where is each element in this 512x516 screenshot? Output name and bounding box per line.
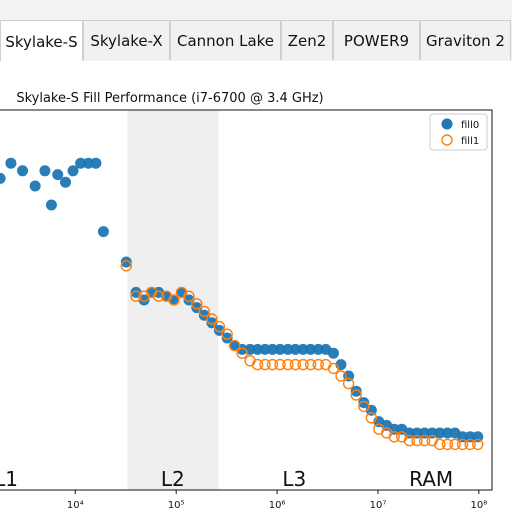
x-tick-label: 10⁸ — [470, 500, 487, 511]
legend-label-fill1: fill1 — [461, 136, 479, 147]
tab-skylake-x[interactable]: Skylake-X — [83, 20, 170, 60]
point-fill0 — [97, 226, 109, 238]
point-fill1 — [282, 358, 294, 371]
point-fill1 — [297, 358, 309, 371]
point-fill1 — [130, 290, 142, 302]
point-fill1 — [251, 358, 264, 371]
point-fill0 — [45, 199, 57, 211]
point-fill1 — [259, 358, 271, 371]
point-fill0 — [327, 347, 339, 359]
region-label-ram: RAM — [409, 467, 453, 491]
fill-performance-chart: Skylake-S Fill Performance (i7-6700 @ 3.… — [0, 91, 493, 511]
point-fill1 — [152, 290, 165, 302]
point-fill1 — [312, 358, 324, 371]
point-fill1 — [456, 438, 469, 451]
tab-zen2[interactable]: Zen2 — [281, 20, 333, 60]
point-fill1 — [168, 294, 180, 306]
point-fill1 — [183, 290, 195, 302]
data-points — [0, 157, 484, 451]
point-fill0 — [252, 343, 264, 355]
point-fill0 — [358, 397, 370, 409]
point-fill0 — [5, 157, 17, 169]
point-fill1 — [472, 438, 484, 451]
point-fill1 — [342, 377, 355, 390]
point-fill1 — [221, 328, 233, 340]
point-fill0 — [434, 427, 446, 439]
point-fill0 — [282, 343, 294, 355]
point-fill0 — [67, 165, 79, 177]
point-fill0 — [350, 385, 362, 397]
point-fill1 — [304, 358, 317, 371]
legend-label-fill0: fill0 — [461, 120, 479, 131]
point-fill1 — [120, 260, 132, 272]
region-label-l2: L2 — [161, 467, 185, 491]
point-fill1 — [350, 389, 362, 401]
point-fill1 — [335, 370, 347, 382]
tab-content-panel: Skylake-S Fill Performance (i7-6700 @ 3.… — [0, 61, 512, 512]
region-labels: L1 L2 L3 RAM — [0, 467, 453, 491]
point-fill1 — [358, 400, 370, 413]
point-fill1 — [236, 347, 248, 359]
tab-bar: Skylake-S Skylake-X Cannon Lake Zen2 POW… — [0, 0, 512, 62]
point-fill1 — [403, 434, 416, 447]
point-fill0 — [52, 169, 64, 181]
point-fill0 — [120, 256, 132, 268]
point-fill1 — [411, 434, 423, 447]
point-fill1 — [198, 305, 211, 318]
point-fill1 — [213, 320, 226, 333]
x-tick-label: 10⁷ — [370, 500, 387, 511]
legend: fill0 fill1 — [429, 113, 488, 151]
point-fill1 — [434, 438, 446, 451]
tab-graviton-2[interactable]: Graviton 2 — [420, 20, 511, 60]
plot-frame — [0, 109, 493, 491]
point-fill0 — [90, 157, 102, 169]
x-axis-ticks: 10³10⁴10⁵10⁶10⁷10⁸ — [67, 490, 487, 511]
region-label-l3: L3 — [282, 467, 306, 491]
point-fill1 — [464, 438, 476, 451]
point-fill0 — [75, 157, 87, 169]
legend-marker-fill0 — [441, 118, 453, 130]
tab-power9[interactable]: POWER9 — [333, 20, 420, 60]
point-fill1 — [327, 362, 340, 375]
point-fill0 — [39, 165, 51, 177]
point-fill1 — [418, 434, 431, 447]
point-fill0 — [274, 343, 286, 355]
point-fill1 — [228, 339, 241, 352]
region-label-l1: L1 — [0, 467, 18, 491]
point-fill0 — [60, 176, 72, 188]
point-fill1 — [388, 431, 400, 443]
point-fill0 — [29, 180, 41, 192]
tab-skylake-s[interactable]: Skylake-S — [0, 20, 83, 62]
point-fill0 — [297, 343, 309, 355]
point-fill1 — [191, 298, 203, 310]
point-fill0 — [221, 332, 233, 344]
x-tick-label: 10⁶ — [269, 500, 286, 511]
tab-cannon-lake[interactable]: Cannon Lake — [170, 20, 281, 60]
point-fill1 — [441, 438, 454, 451]
point-fill1 — [365, 412, 378, 424]
point-fill1 — [206, 313, 218, 325]
legend-marker-fill1 — [441, 134, 453, 146]
x-tick-label: 10⁴ — [67, 500, 84, 511]
point-fill0 — [266, 343, 278, 355]
point-fill1 — [266, 358, 279, 371]
point-fill0 — [17, 165, 29, 177]
point-fill0 — [0, 172, 6, 184]
point-fill0 — [289, 343, 301, 355]
point-fill1 — [449, 438, 461, 451]
point-fill0 — [305, 343, 317, 355]
point-fill0 — [441, 427, 453, 439]
chart-title: Skylake-S Fill Performance (i7-6700 @ 3.… — [16, 91, 323, 106]
point-fill1 — [274, 358, 286, 371]
point-fill0 — [312, 343, 324, 355]
point-fill1 — [289, 358, 302, 371]
x-tick-label: 10⁵ — [168, 500, 185, 511]
